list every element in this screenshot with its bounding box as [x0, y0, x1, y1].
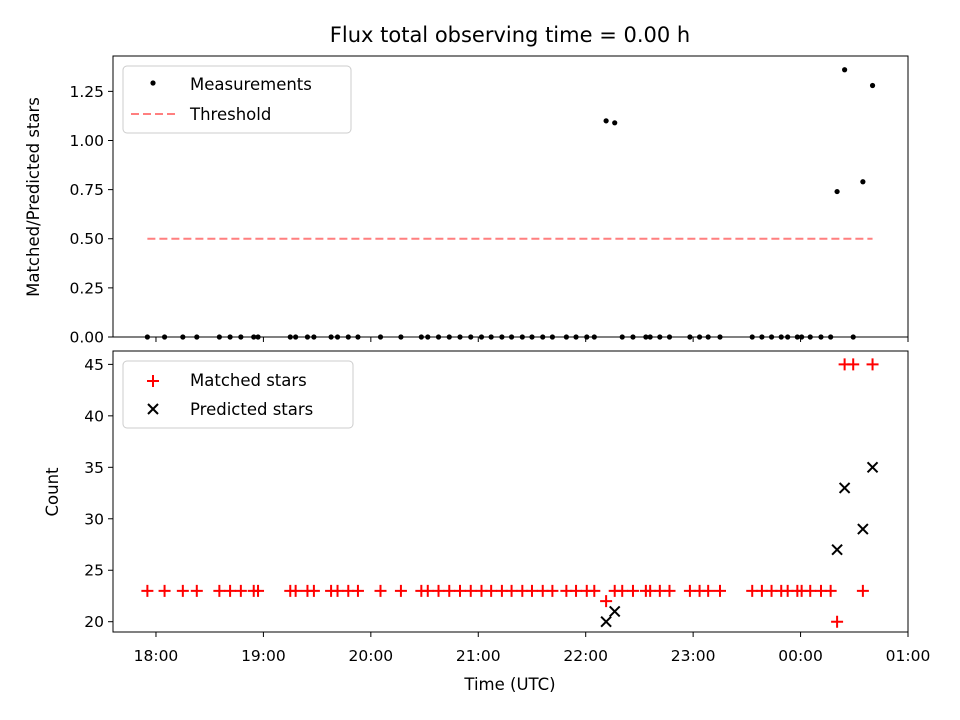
matched-star-point: [856, 584, 869, 597]
bottom-plot-frame: [112, 350, 909, 633]
matched-star-point: [307, 584, 320, 597]
matched-star-point: [252, 584, 265, 597]
matched-star-point: [588, 584, 601, 597]
top-y-tick-label: 0.00: [69, 329, 104, 347]
x-axis-label: Time (UTC): [463, 675, 555, 694]
matched-star-point: [213, 584, 226, 597]
matched-star-point: [158, 584, 171, 597]
x-tick-label: 00:00: [778, 647, 823, 665]
matched-star-point: [454, 584, 467, 597]
predicted-star-point: [838, 482, 851, 494]
x-tick-label: 21:00: [456, 647, 501, 665]
matched-star-point: [141, 584, 154, 597]
legend-matched-marker: [147, 375, 159, 387]
matched-star-point: [626, 584, 639, 597]
matched-star-point: [663, 584, 676, 597]
matched-star-point: [824, 584, 837, 597]
measurement-point: [860, 179, 866, 185]
matched-star-point: [289, 584, 302, 597]
matched-star-point: [570, 584, 583, 597]
legend-matched-label: Matched stars: [190, 371, 307, 390]
top-plot: 0.00 0.25 0.50 0.75 1.00 1.25 Matched/Predict…: [24, 55, 909, 347]
legend-predicted-marker: [147, 403, 159, 415]
predicted-star-point: [609, 605, 621, 618]
top-legend-box: [122, 65, 352, 134]
x-tick-label: 18:00: [134, 647, 179, 665]
predicted-star-point: [866, 461, 879, 474]
matched-star-point: [176, 584, 189, 597]
top-plot-frame: [112, 55, 909, 338]
matched-star-point: [847, 358, 860, 371]
predicted-star-point: [831, 543, 843, 556]
matched-star-point: [616, 584, 629, 597]
matched-star-point: [464, 584, 477, 597]
matched-star-point: [394, 584, 407, 597]
top-y-tick-label: 1.25: [69, 83, 104, 101]
top-legend: Measurements Threshold: [122, 65, 352, 134]
top-y-tick-label: 1.00: [69, 132, 104, 150]
matched-star-point: [546, 584, 559, 597]
top-y-tick-label: 0.75: [69, 181, 104, 199]
matched-star-point: [600, 595, 613, 608]
legend-predicted-label: Predicted stars: [190, 400, 313, 419]
top-y-axis-label: Matched/Predicted stars: [24, 97, 43, 297]
predicted-star-point: [857, 523, 869, 535]
bottom-y-ticks: 20 25 30 35 40 45: [84, 356, 113, 631]
top-y-ticks: 0.00 0.25 0.50 0.75 1.00 1.25: [69, 83, 113, 347]
matched-star-point: [234, 584, 247, 597]
matched-star-point: [374, 584, 387, 597]
x-tick-label: 19:00: [241, 647, 286, 665]
bottom-y-tick-label: 30: [84, 510, 104, 528]
bottom-y-tick-label: 35: [84, 459, 104, 477]
matched-star-point: [485, 584, 498, 597]
matched-star-point: [421, 584, 434, 597]
chart-title: Flux total observing time = 0.00 h: [330, 23, 690, 47]
matched-star-point: [525, 584, 538, 597]
legend-measurements-marker: [150, 80, 156, 86]
bottom-plot: 20 25 30 35 40 45 18:00 19:00 20:00 21:00 22:00 23…: [43, 350, 931, 694]
matched-star-point: [713, 584, 726, 597]
predicted-star-point: [600, 615, 612, 628]
measurement-point: [834, 188, 840, 195]
matched-star-point: [331, 584, 344, 597]
bottom-x-ticks: 18:00 19:00 20:00 21:00 22:00 23:00 00:00 01:00: [134, 632, 931, 665]
matched-star-point: [432, 584, 445, 597]
matched-star-point: [866, 358, 879, 371]
bottom-legend-box: [122, 360, 354, 429]
matched-star-point: [190, 584, 203, 597]
matched-star-point: [505, 584, 518, 597]
bottom-y-tick-label: 40: [84, 407, 104, 425]
matched-star-point: [831, 615, 844, 628]
bottom-legend: Matched stars Predicted stars: [122, 360, 354, 429]
bottom-y-tick-label: 20: [84, 613, 104, 631]
legend-threshold-label: Threshold: [189, 105, 271, 124]
matched-star-point: [224, 584, 237, 597]
matched-star-point: [443, 584, 456, 597]
x-tick-label: 01:00: [886, 647, 931, 665]
measurement-point: [869, 82, 876, 89]
bottom-series: [141, 358, 879, 628]
x-tick-label: 22:00: [563, 647, 608, 665]
measurement-point: [603, 118, 609, 124]
measurement-point: [842, 67, 848, 73]
legend-measurements-label: Measurements: [190, 75, 312, 94]
x-tick-label: 20:00: [349, 647, 394, 665]
bottom-y-axis-label: Count: [43, 467, 62, 517]
matched-star-point: [351, 584, 364, 597]
measurement-point: [612, 120, 618, 126]
top-y-tick-label: 0.25: [69, 279, 104, 297]
x-tick-label: 23:00: [671, 647, 716, 665]
matched-star-point: [702, 584, 715, 597]
bottom-y-tick-label: 25: [84, 562, 104, 580]
bottom-y-tick-label: 45: [84, 356, 104, 374]
matched-star-point: [804, 584, 817, 597]
top-y-tick-label: 0.50: [69, 230, 104, 248]
